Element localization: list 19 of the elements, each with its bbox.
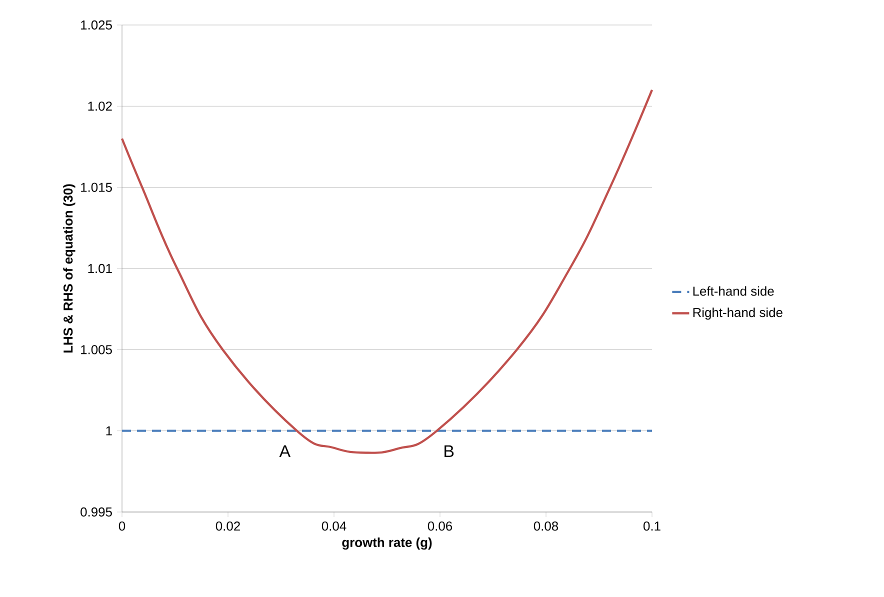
y-tick-label: 1.015 [81, 182, 112, 192]
legend-label: Right-hand side [693, 308, 782, 320]
x-tick-label: 0.06 [428, 522, 452, 531]
x-tick-label: 0.04 [322, 522, 346, 531]
annotation: A [279, 445, 291, 457]
x-tick-label: 0 [118, 522, 126, 531]
y-axis-title: LHS & RHS of equation (30) [63, 184, 76, 353]
y-tick-label: 1.025 [81, 20, 112, 30]
annotation: B [444, 445, 454, 457]
legend-label: Left-hand side [693, 286, 774, 296]
y-tick-label: 0.995 [80, 507, 112, 517]
x-tick-label: 0.08 [534, 522, 558, 531]
x-axis-title: growth rate (g) [342, 538, 432, 550]
y-tick-label: 1.01 [88, 264, 112, 274]
y-tick-label: 1.005 [81, 345, 112, 354]
y-tick-label: 1.02 [88, 102, 112, 111]
y-tick-label: 1 [106, 426, 112, 436]
x-tick-label: 0.1 [644, 522, 660, 531]
x-tick-label: 0.02 [216, 522, 240, 531]
